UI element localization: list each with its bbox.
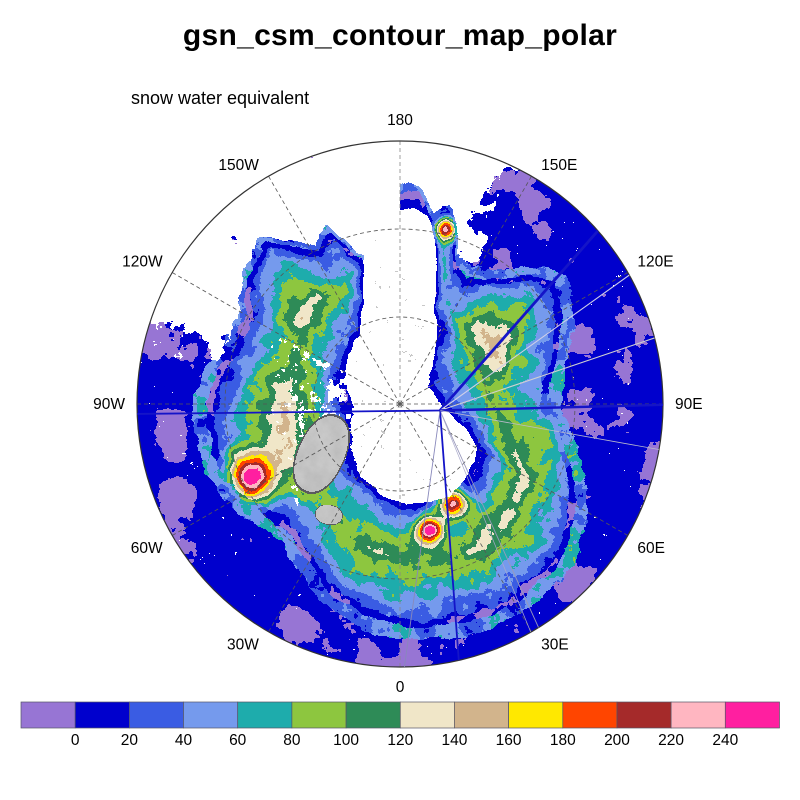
svg-text:240: 240 (712, 732, 738, 749)
svg-text:200: 200 (604, 732, 630, 749)
svg-text:0: 0 (71, 732, 80, 749)
svg-text:60: 60 (229, 732, 247, 749)
svg-text:120: 120 (387, 732, 413, 749)
svg-text:140: 140 (441, 732, 467, 749)
svg-text:220: 220 (658, 732, 684, 749)
svg-text:160: 160 (496, 732, 522, 749)
svg-text:100: 100 (333, 732, 359, 749)
svg-text:180: 180 (550, 732, 576, 749)
svg-text:20: 20 (121, 732, 139, 749)
svg-text:40: 40 (175, 732, 193, 749)
svg-text:80: 80 (283, 732, 301, 749)
